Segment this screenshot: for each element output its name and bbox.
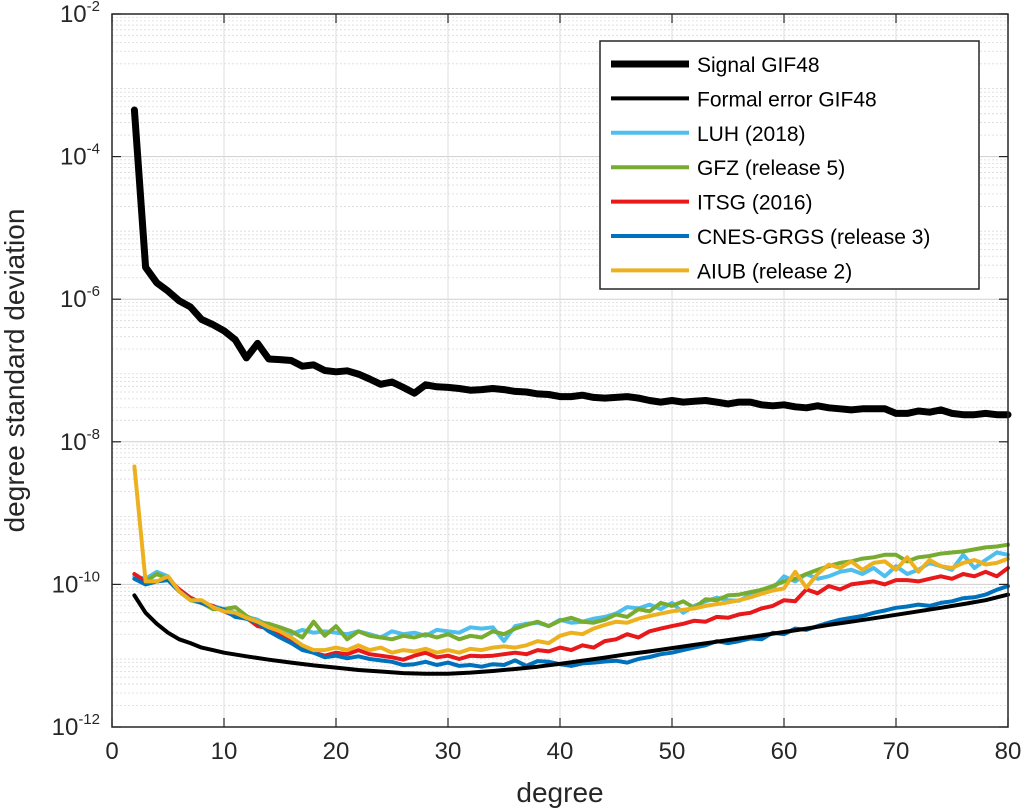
x-tick-label: 0: [105, 738, 118, 765]
legend-label: Formal error GIF48: [697, 88, 877, 111]
legend-label: ITSG (2016): [697, 192, 813, 215]
y-tick-label: 10-8: [60, 426, 100, 456]
x-tick-label: 40: [547, 738, 574, 765]
legend-label: LUH (2018): [697, 123, 806, 146]
legend-label: AIUB (release 2): [697, 260, 852, 283]
y-axis-label: degree standard deviation: [0, 209, 30, 533]
legend-label: GFZ (release 5): [697, 157, 845, 180]
x-tick-label: 50: [659, 738, 686, 765]
grid: [111, 13, 1009, 728]
legend: Signal GIF48 Formal error GIF48 LUH (2018)…: [599, 40, 980, 290]
legend-label: CNES-GRGS (release 3): [697, 226, 930, 249]
series-line-aiub-release-2: [132, 464, 1010, 655]
x-axis-label: degree: [516, 777, 603, 808]
y-tick-label: 10-12: [52, 711, 100, 741]
y-tick-label: 10-2: [60, 0, 100, 28]
axis-ticks: 0 10 20 30 40 50 60 70 80 10-12 10-10 10-8 10-6 10-4 1…: [52, 0, 1022, 765]
x-tick-label: 60: [771, 738, 798, 765]
x-tick-label: 80: [995, 738, 1022, 765]
series-line-gfz-release-5: [132, 542, 1010, 642]
series-line-signal-gif48: [130, 106, 1012, 419]
y-tick-label: 10-6: [60, 283, 100, 313]
x-tick-label: 70: [883, 738, 910, 765]
legend-label: Signal GIF48: [697, 54, 820, 77]
y-tick-label: 10-4: [60, 141, 100, 171]
series-line-cnes-grgs-release-3: [132, 576, 1010, 669]
plot-lines: [130, 106, 1012, 676]
y-tick-label: 10-10: [52, 568, 100, 598]
x-tick-label: 30: [435, 738, 462, 765]
x-tick-label: 10: [211, 738, 238, 765]
series-line-formal-error-gif48: [132, 592, 1010, 676]
legend-box: [599, 40, 980, 290]
x-tick-label: 20: [323, 738, 350, 765]
